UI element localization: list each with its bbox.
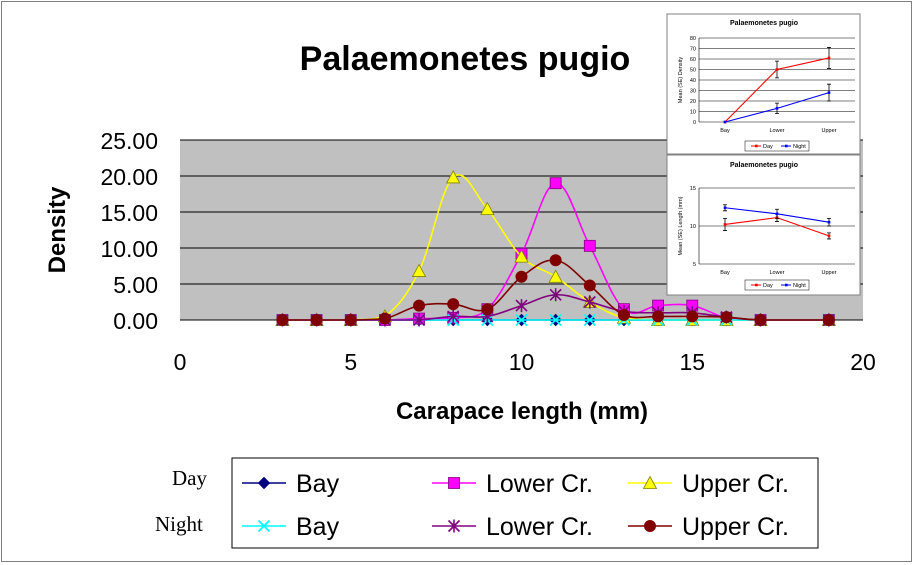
x-tick-labels: 0 5 10 15 20 bbox=[174, 349, 876, 375]
data-point bbox=[549, 288, 562, 302]
data-point bbox=[310, 314, 323, 326]
legend-label: Upper Cr. bbox=[682, 513, 789, 541]
x-tick-label: 20 bbox=[850, 349, 876, 375]
y-tick-label: 20.00 bbox=[100, 164, 158, 190]
series-layer bbox=[275, 170, 837, 327]
data-point bbox=[515, 313, 528, 327]
data-point bbox=[583, 295, 596, 309]
data-point bbox=[378, 312, 391, 325]
legend: Bay Lower Cr. Upper Cr. Bay Lower Cr. Upper C… bbox=[242, 470, 789, 541]
data-point bbox=[481, 303, 494, 316]
data-point bbox=[447, 298, 460, 311]
y-tick-label: 25.00 bbox=[100, 128, 158, 154]
y-axis-label: Density bbox=[44, 186, 71, 273]
data-point bbox=[754, 314, 767, 326]
data-point bbox=[412, 313, 426, 327]
data-point bbox=[411, 263, 427, 277]
data-point bbox=[515, 299, 528, 313]
data-point bbox=[686, 310, 699, 323]
legend-box bbox=[231, 457, 819, 549]
legend-marker bbox=[642, 475, 658, 489]
plot-area bbox=[180, 140, 863, 320]
legend-marker bbox=[257, 476, 271, 490]
legend-marker bbox=[448, 477, 460, 489]
data-point bbox=[583, 279, 596, 292]
data-point bbox=[480, 201, 495, 216]
data-point bbox=[583, 239, 596, 252]
series-line bbox=[282, 259, 829, 321]
legend-label: Bay bbox=[296, 470, 340, 498]
data-point bbox=[583, 313, 596, 327]
legend-label: Lower Cr. bbox=[486, 513, 593, 541]
series-night-upper-cr bbox=[276, 254, 835, 326]
legend-item: Lower Cr. bbox=[432, 470, 593, 498]
data-point bbox=[617, 308, 630, 321]
legend-item: Bay bbox=[242, 513, 340, 541]
x-tick-label: 10 bbox=[509, 349, 535, 375]
legend-row-label-day: Day bbox=[172, 466, 207, 490]
data-point bbox=[446, 170, 461, 184]
data-point bbox=[515, 270, 528, 283]
legend-marker bbox=[447, 519, 461, 533]
data-point bbox=[344, 314, 357, 326]
data-point bbox=[549, 313, 562, 327]
data-point bbox=[447, 309, 460, 323]
x-tick-label: 0 bbox=[174, 349, 187, 375]
y-tick-label: 15.00 bbox=[100, 200, 158, 226]
y-tick-label: 10.00 bbox=[100, 236, 158, 262]
data-point bbox=[822, 314, 835, 326]
y-tick-labels: 0.00 5.00 10.00 15.00 20.00 25.00 bbox=[100, 128, 158, 334]
data-point bbox=[549, 177, 562, 190]
chart-title: Palaemonetes pugio bbox=[300, 40, 631, 78]
legend-label: Upper Cr. bbox=[682, 470, 789, 498]
x-tick-label: 15 bbox=[679, 349, 705, 375]
legend-item: Upper Cr. bbox=[628, 513, 789, 541]
legend-marker bbox=[644, 520, 656, 532]
legend-marker bbox=[257, 519, 271, 533]
x-tick-label: 5 bbox=[344, 349, 357, 375]
data-point bbox=[514, 249, 529, 263]
data-point bbox=[413, 299, 426, 312]
y-tick-label: 5.00 bbox=[113, 272, 158, 298]
legend-item: Upper Cr. bbox=[628, 470, 789, 498]
data-point bbox=[720, 311, 733, 324]
legend-item: Lower Cr. bbox=[432, 513, 593, 541]
legend-item: Bay bbox=[242, 470, 340, 498]
y-tick-label: 0.00 bbox=[113, 308, 158, 334]
legend-row-label-night: Night bbox=[155, 512, 203, 536]
x-axis-label: Carapace length (mm) bbox=[396, 398, 648, 425]
legend-label: Lower Cr. bbox=[486, 470, 593, 498]
data-point bbox=[276, 314, 289, 326]
data-point bbox=[549, 254, 562, 267]
data-point bbox=[548, 269, 563, 283]
legend-label: Bay bbox=[296, 513, 340, 541]
data-point bbox=[652, 310, 665, 323]
